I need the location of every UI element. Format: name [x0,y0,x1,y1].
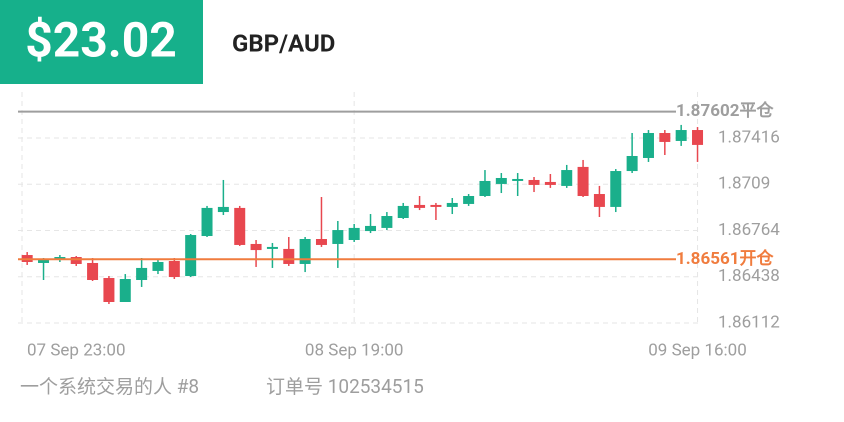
candle-body [250,243,262,251]
candle-body [234,207,246,245]
chart: 1.86112 1.86438 1.86764 1.8709 1.87416 07 Sep… [18,92,780,360]
trader-name: 一个系统交易的人 #8 [20,375,199,398]
candle-body [512,178,524,181]
candle-body [283,248,295,264]
candle-body [136,267,148,281]
x-tick-label: 07 Sep 23:00 [27,340,126,360]
candle-body [414,204,426,208]
candle-body [610,171,622,207]
candle-body [544,181,556,185]
candle-body [593,194,605,207]
level-label: 1.87602平仓 [676,100,774,121]
candle-body [659,133,671,142]
candle-body [348,227,360,240]
level-label: 1.86561开仓 [676,248,774,269]
pair: GBP/AUD [232,29,335,57]
candle-body [217,206,229,213]
candle-body [430,204,442,207]
candle-body [528,179,540,185]
candle-body [168,260,180,278]
y-tick-label: 1.87416 [718,127,780,147]
y-tick-label: 1.86764 [718,220,780,240]
candle-body [152,261,164,271]
y-tick-label: 1.8709 [718,174,770,194]
candle-body [103,278,115,302]
candle-body [479,180,491,197]
candle-body [463,196,475,204]
candle-body [561,170,573,186]
candle-body [185,235,197,277]
candle-body [495,177,507,184]
candle-body [675,130,687,141]
price: $23.02 [25,12,177,69]
candle-body [119,279,131,302]
candle-body [397,205,409,218]
candle-body [299,239,311,264]
y-tick-label: 1.86112 [718,312,780,332]
candle-body [365,225,377,232]
candle-body [381,216,393,228]
candle-body [266,246,278,249]
candle-body [446,202,458,207]
y-tick-label: 1.86438 [718,266,780,286]
order-number: 订单号 102534515 [266,375,424,398]
x-tick-label: 09 Sep 16:00 [648,340,747,360]
candle-body [87,262,99,281]
candle-body [315,239,327,245]
candle-body [201,207,213,237]
candle-body [692,130,704,145]
candle-body [577,166,589,197]
price-badge [0,0,203,84]
x-tick-label: 08 Sep 19:00 [305,340,404,360]
candle-body [626,155,638,172]
candle-body [642,133,654,158]
candle-body [70,257,82,264]
candle-body [332,230,344,244]
candle-body [38,260,50,263]
